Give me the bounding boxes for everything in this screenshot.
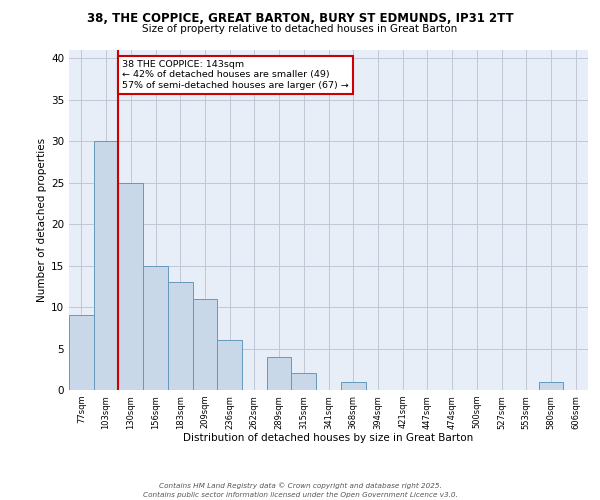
Bar bbox=[94, 141, 118, 390]
Bar bbox=[217, 340, 242, 390]
Bar bbox=[267, 357, 292, 390]
Bar bbox=[118, 182, 143, 390]
Bar bbox=[341, 382, 365, 390]
Bar bbox=[193, 299, 217, 390]
Text: Contains HM Land Registry data © Crown copyright and database right 2025.
Contai: Contains HM Land Registry data © Crown c… bbox=[143, 482, 457, 498]
X-axis label: Distribution of detached houses by size in Great Barton: Distribution of detached houses by size … bbox=[184, 433, 473, 443]
Bar bbox=[143, 266, 168, 390]
Bar bbox=[539, 382, 563, 390]
Bar bbox=[168, 282, 193, 390]
Bar bbox=[69, 316, 94, 390]
Text: 38, THE COPPICE, GREAT BARTON, BURY ST EDMUNDS, IP31 2TT: 38, THE COPPICE, GREAT BARTON, BURY ST E… bbox=[86, 12, 514, 26]
Text: 38 THE COPPICE: 143sqm
← 42% of detached houses are smaller (49)
57% of semi-det: 38 THE COPPICE: 143sqm ← 42% of detached… bbox=[122, 60, 349, 90]
Y-axis label: Number of detached properties: Number of detached properties bbox=[37, 138, 47, 302]
Bar bbox=[292, 374, 316, 390]
Text: Size of property relative to detached houses in Great Barton: Size of property relative to detached ho… bbox=[142, 24, 458, 34]
